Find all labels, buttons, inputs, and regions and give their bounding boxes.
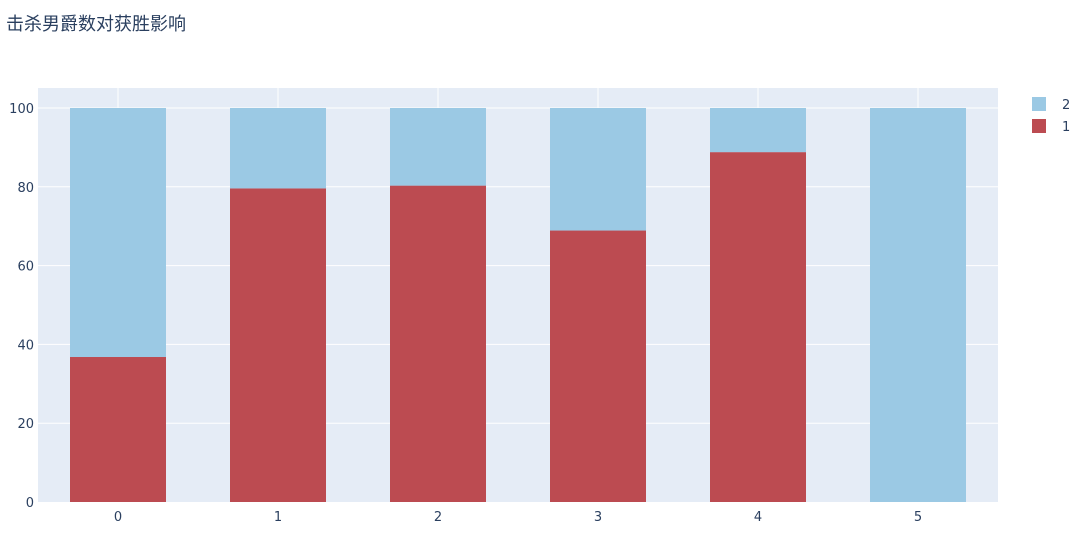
y-tick-label: 0 [26,496,34,511]
y-tick-label: 80 [17,181,34,196]
legend-swatch [1032,119,1046,133]
plot-area [38,88,998,502]
bars [70,108,966,503]
y-tick-label: 60 [17,260,34,275]
bar-series-2-cat-4[interactable] [710,108,806,153]
y-tick-label: 40 [17,338,34,353]
bar-series-1-cat-4[interactable] [710,152,806,503]
x-tick-label: 3 [594,510,602,525]
legend-label: 1 [1062,120,1070,135]
x-tick-label: 2 [434,510,442,525]
x-tick-label: 4 [754,510,762,525]
legend[interactable]: 21 [1032,97,1070,135]
bar-series-2-cat-0[interactable] [70,108,166,358]
y-tick-label: 100 [9,102,34,117]
x-tick-label: 1 [274,510,282,525]
bar-series-1-cat-1[interactable] [230,188,326,502]
legend-item-1[interactable]: 1 [1032,119,1070,135]
bar-series-2-cat-1[interactable] [230,108,326,189]
x-tick-label: 0 [114,510,122,525]
legend-label: 2 [1062,98,1070,113]
y-tick-label: 20 [17,417,34,432]
chart-title: 击杀男爵数对获胜影响 [6,14,186,35]
bar-series-2-cat-2[interactable] [390,108,486,186]
x-tick-label: 5 [914,510,922,525]
bar-series-1-cat-3[interactable] [550,230,646,502]
bar-series-2-cat-3[interactable] [550,108,646,231]
bar-series-2-cat-5[interactable] [870,108,966,502]
bar-series-1-cat-0[interactable] [70,357,166,502]
legend-swatch [1032,97,1046,111]
y-axis: 0 20 40 60 80 100 [9,102,34,511]
x-axis: 0 1 2 3 4 5 [114,510,922,525]
bar-series-1-cat-2[interactable] [390,185,486,503]
legend-item-2[interactable]: 2 [1032,97,1070,113]
